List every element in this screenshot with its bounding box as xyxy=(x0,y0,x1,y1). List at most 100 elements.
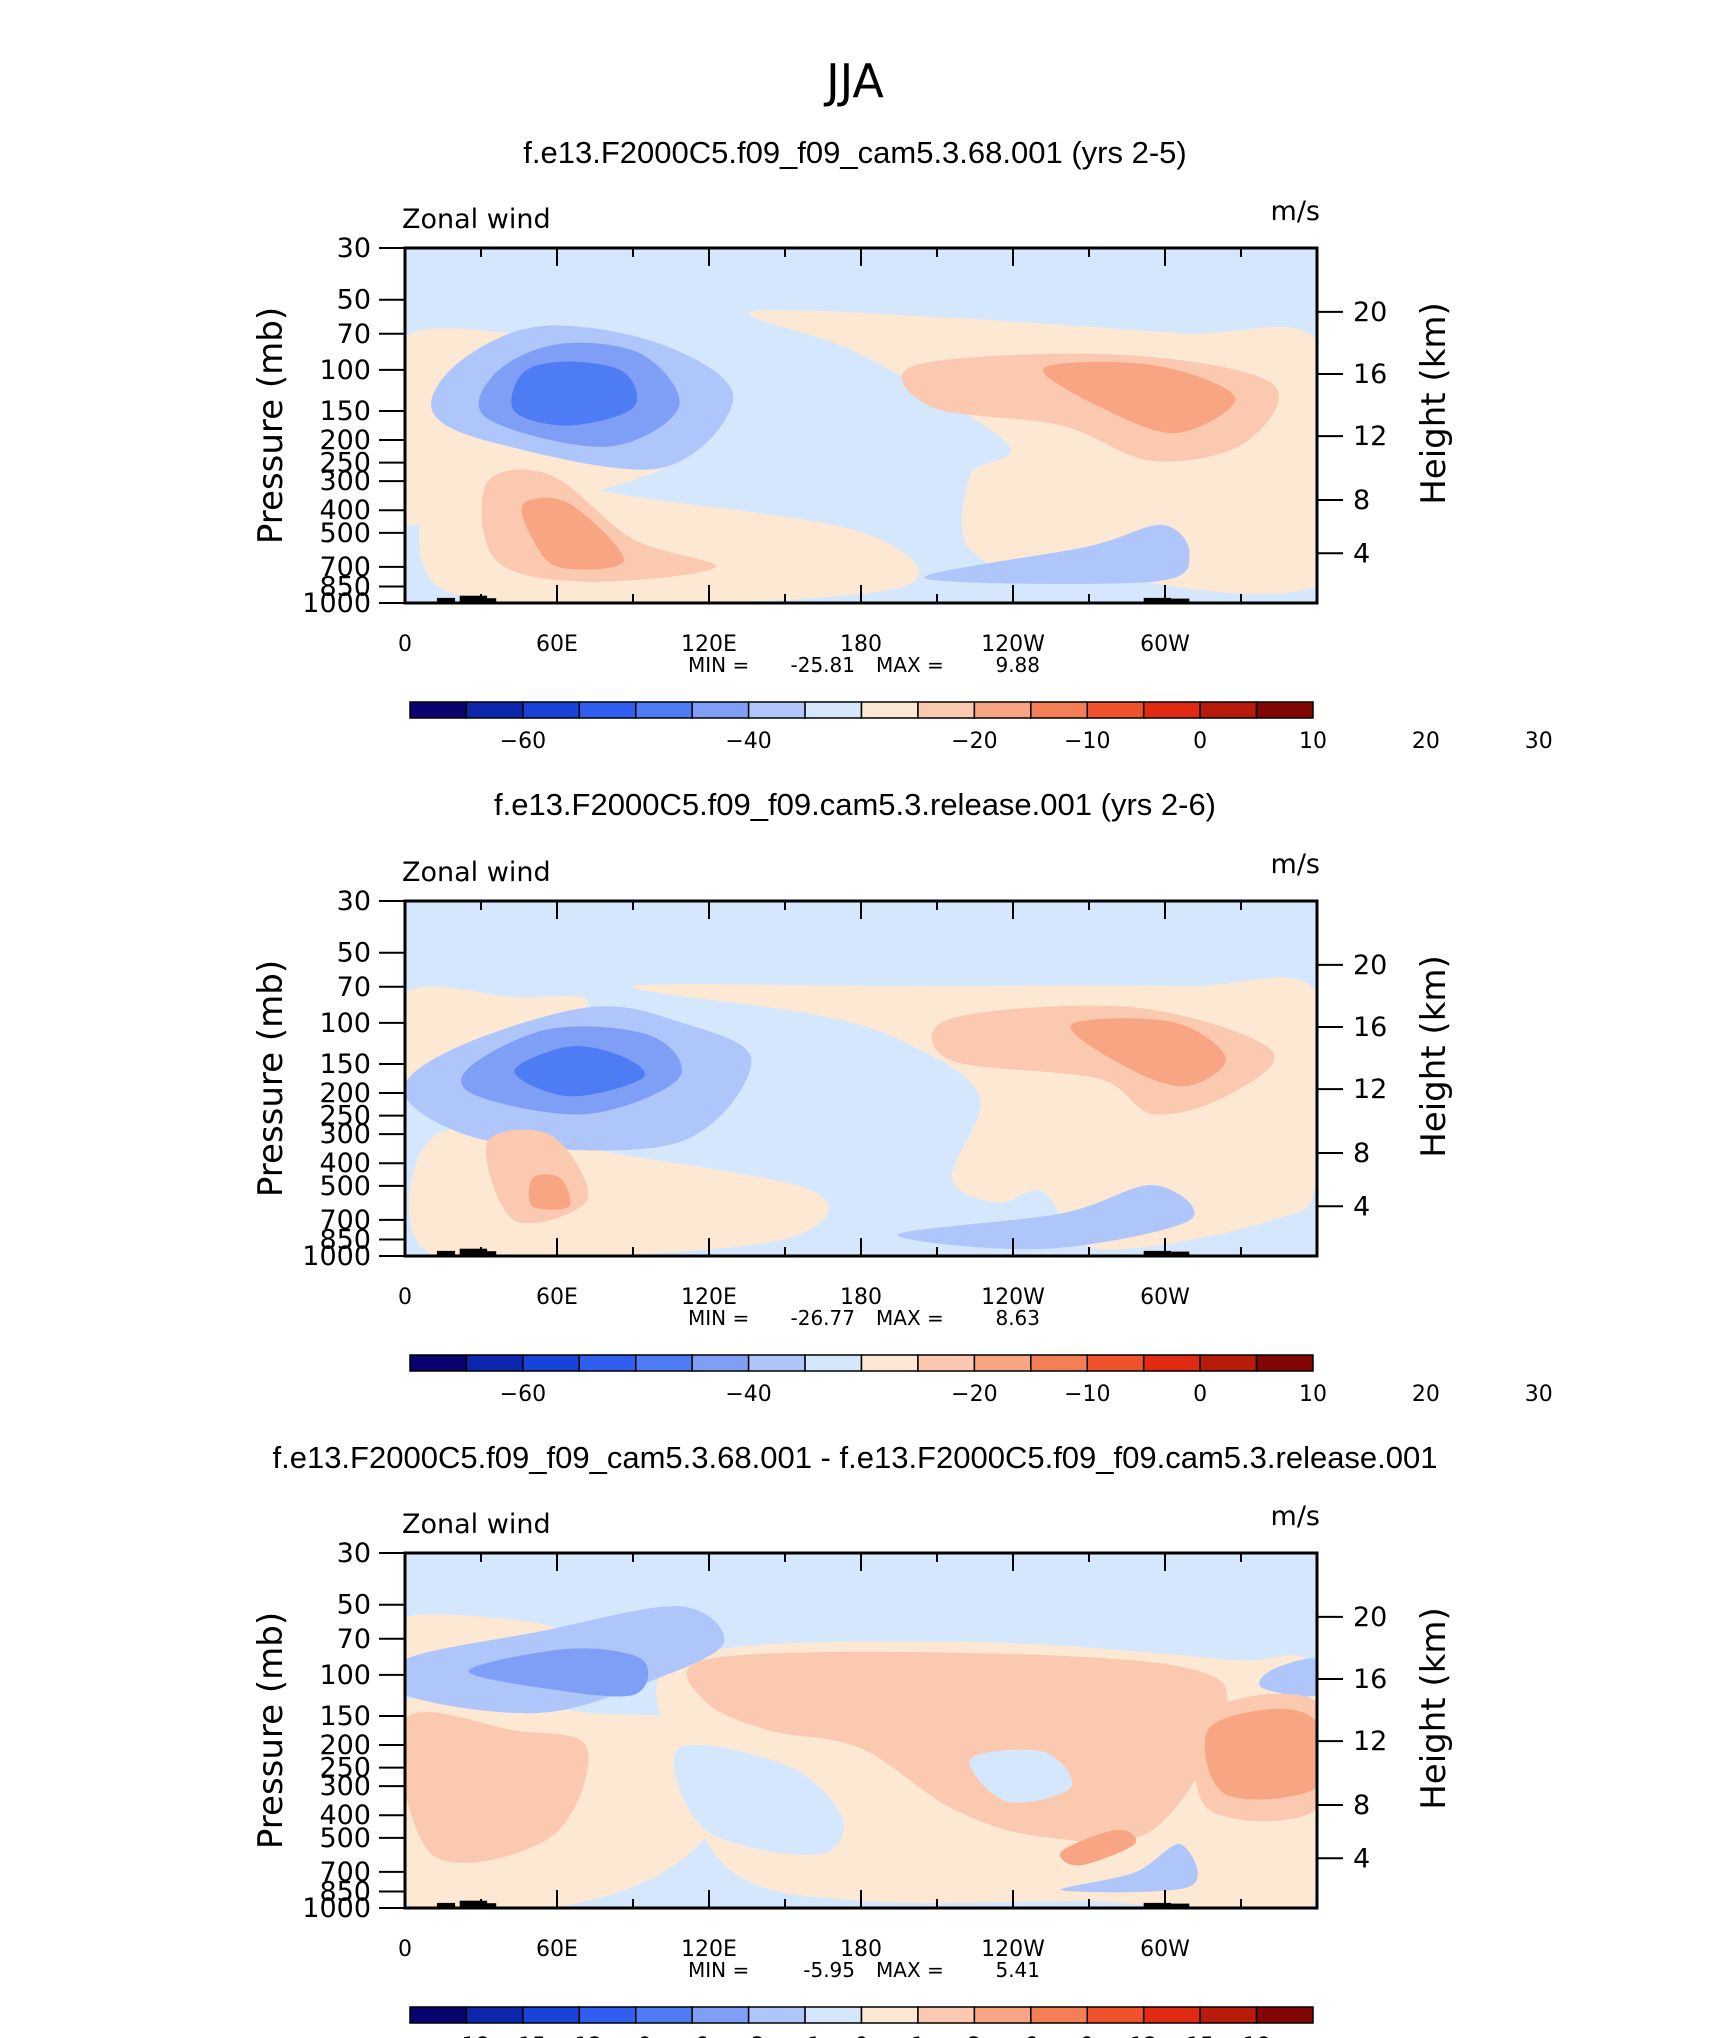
x-tick-label: 0 xyxy=(398,1937,412,1962)
positive-region xyxy=(686,1651,1228,1843)
x-tick-label: 120E xyxy=(681,1285,737,1310)
topography xyxy=(482,1251,497,1256)
x-tick-label: 120W xyxy=(981,1285,1045,1310)
x-tick-label: 60E xyxy=(536,1937,578,1962)
y-tick-label: 850 xyxy=(319,572,371,603)
y-tick-label: 200 xyxy=(319,1078,371,1109)
y-tick-label: 250 xyxy=(319,448,371,479)
positive-region xyxy=(528,1174,571,1210)
min-value: -5.95 xyxy=(803,1958,855,1982)
topography xyxy=(1143,1902,1172,1908)
topography xyxy=(482,598,497,603)
colorbar-swatch xyxy=(1199,701,1258,719)
height-axis-title: Height (km) xyxy=(1414,1607,1454,1810)
y-tick-label: 400 xyxy=(319,1800,371,1831)
x-tick-label: 120E xyxy=(681,1937,737,1962)
height-tick-label: 8 xyxy=(1353,1138,1370,1169)
topography xyxy=(1171,1903,1190,1908)
y-tick-label: 700 xyxy=(319,1205,371,1236)
min-value: -25.81 xyxy=(791,653,855,677)
y-tick-label: 150 xyxy=(319,1049,371,1080)
y-tick-label: 50 xyxy=(337,285,371,316)
colorbar-swatch xyxy=(973,701,1032,719)
colorbar-swatch xyxy=(804,1354,863,1372)
y-tick-label: 400 xyxy=(319,1148,371,1179)
colorbar-swatch xyxy=(465,1354,524,1372)
colorbar-label: 18 xyxy=(1243,2034,1271,2038)
panel-title: f.e13.F2000C5.f09_f09_cam5.3.68.001 (yrs… xyxy=(523,135,1186,170)
y-tick-label: 30 xyxy=(337,233,371,264)
y-tick-label: 500 xyxy=(319,1171,371,1202)
colorbar-label: 12 xyxy=(1130,2034,1158,2038)
x-tick-label: 180 xyxy=(840,1285,882,1310)
colorbar-label: 6 xyxy=(1024,2034,1038,2038)
colorbar-swatch xyxy=(409,2006,468,2024)
contour-fill xyxy=(405,310,1317,603)
min-label: MIN = xyxy=(688,653,749,677)
colorbar-label: 15 xyxy=(1186,2034,1214,2038)
colorbar-label: 10 xyxy=(1299,1382,1327,1407)
topography xyxy=(436,1250,456,1256)
variable-label: Zonal wind xyxy=(402,857,551,888)
height-tick-label: 20 xyxy=(1353,1602,1387,1633)
units-label: m/s xyxy=(1271,849,1320,880)
colorbar-label: 0 xyxy=(1193,729,1207,754)
colorbar-label: −3 xyxy=(732,2034,764,2038)
colorbar-label: 10 xyxy=(1299,729,1327,754)
y-tick-label: 30 xyxy=(337,886,371,917)
colorbar-label: 20 xyxy=(1412,1382,1440,1407)
units-label: m/s xyxy=(1271,196,1320,227)
colorbar-label: −40 xyxy=(725,1382,771,1407)
y-tick-label: 850 xyxy=(319,1225,371,1256)
colorbar-swatch xyxy=(635,1354,693,1372)
negative-region xyxy=(673,1744,844,1856)
colorbar-swatch xyxy=(973,2006,1032,2024)
y-tick-label: 50 xyxy=(337,938,371,969)
y-tick-label: 70 xyxy=(337,319,371,350)
y-tick-label: 1000 xyxy=(302,1241,371,1272)
figure-title: JJA xyxy=(823,54,884,108)
height-axis-title: Height (km) xyxy=(1414,955,1454,1158)
colorbar-label: 30 xyxy=(1525,1382,1553,1407)
colorbar-swatch xyxy=(1199,1354,1258,1372)
colorbar-swatch xyxy=(691,701,750,719)
colorbar-label: 30 xyxy=(1525,729,1553,754)
topography xyxy=(459,1900,488,1908)
y-tick-label: 150 xyxy=(319,396,371,427)
topography xyxy=(482,1903,497,1908)
colorbar-swatch xyxy=(578,1354,637,1372)
negative-region xyxy=(969,1749,1073,1803)
x-tick-label: 0 xyxy=(398,1285,412,1310)
panel-1: f.e13.F2000C5.f09_f09_cam5.3.68.001 (yrs… xyxy=(251,135,1553,754)
y-tick-label: 100 xyxy=(319,1008,371,1039)
y-tick-label: 500 xyxy=(319,1823,371,1854)
contour-fill xyxy=(405,1606,1317,1908)
negative-region xyxy=(511,361,638,426)
colorbar-swatch xyxy=(747,2006,806,2024)
max-value: 8.63 xyxy=(995,1306,1040,1330)
x-tick-label: 0 xyxy=(398,632,412,657)
y-tick-label: 70 xyxy=(337,972,371,1003)
min-value: -26.77 xyxy=(791,1306,855,1330)
colorbar-swatch xyxy=(691,2006,750,2024)
height-tick-label: 4 xyxy=(1353,538,1370,569)
colorbar-label: −10 xyxy=(1064,729,1110,754)
colorbar-swatch xyxy=(1255,701,1314,719)
variable-label: Zonal wind xyxy=(402,1509,551,1540)
colorbar-label: 0 xyxy=(855,2034,869,2038)
colorbar-label: 20 xyxy=(1412,729,1440,754)
y-tick-label: 300 xyxy=(319,1119,371,1150)
colorbar-swatch xyxy=(1030,701,1089,719)
height-tick-label: 8 xyxy=(1353,485,1370,516)
x-tick-label: 120E xyxy=(681,632,737,657)
min-label: MIN = xyxy=(688,1958,749,1982)
x-tick-label: 180 xyxy=(840,632,882,657)
colorbar-swatch xyxy=(1030,2006,1089,2024)
colorbar-swatch xyxy=(804,701,863,719)
max-value: 9.88 xyxy=(995,653,1040,677)
colorbar-swatch xyxy=(917,1354,976,1372)
y-tick-label: 300 xyxy=(319,1771,371,1802)
negative-region xyxy=(924,524,1190,584)
height-axis-title: Height (km) xyxy=(1414,302,1454,505)
